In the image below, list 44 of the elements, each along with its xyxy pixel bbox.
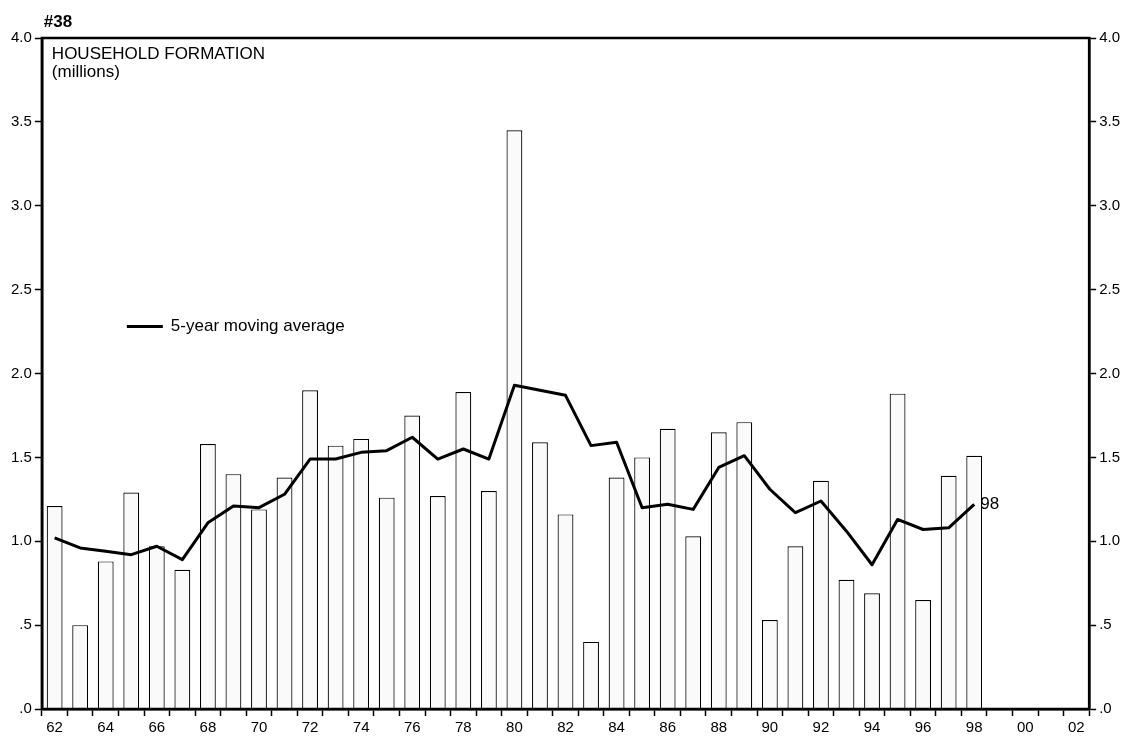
annotation: 98 (980, 494, 1000, 514)
x-tick-label: 00 (1016, 718, 1034, 736)
y-tick-label: 1.5 (10, 447, 32, 465)
x-tick-label: 74 (352, 718, 370, 736)
y-tick-label: 2.5 (10, 279, 32, 297)
x-tick-label: 64 (97, 718, 115, 736)
x-tick-label: 92 (812, 718, 830, 736)
x-tick-label: 82 (557, 718, 574, 736)
y2-tick-label: .5 (1099, 615, 1112, 633)
text: #38 (43, 12, 73, 32)
x-tick-label: 78 (454, 718, 472, 736)
y-tick-label: .0 (19, 699, 32, 717)
chart-title: HOUSEHOLD FORMATION (51, 44, 265, 64)
y2-tick-label: 1.0 (1099, 531, 1121, 549)
x-tick-label: 70 (250, 718, 268, 736)
y2-tick-label: 4.0 (1099, 28, 1121, 46)
y2-tick-label: 2.5 (1099, 279, 1121, 297)
y-tick-label: .5 (19, 615, 32, 633)
x-tick-label: 02 (1068, 718, 1085, 736)
x-tick-label: 80 (506, 718, 523, 736)
y2-tick-label: 3.0 (1099, 195, 1121, 213)
text: (millions) (51, 62, 120, 82)
x-tick-label: 90 (761, 718, 779, 736)
x-tick-label: 68 (199, 718, 217, 736)
x-tick-label: 86 (659, 718, 677, 736)
x-tick-label: 94 (863, 718, 881, 736)
y-tick-label: 1.0 (10, 531, 32, 549)
y2-tick-label: .0 (1099, 699, 1112, 717)
y-tick-label: 3.0 (10, 195, 32, 213)
x-tick-label: 76 (403, 718, 421, 736)
y-tick-label: 3.5 (10, 112, 32, 130)
x-tick-label: 96 (914, 718, 932, 736)
y2-tick-label: 3.5 (1099, 112, 1121, 130)
y-tick-label: 4.0 (10, 28, 32, 46)
y2-tick-label: 1.5 (1099, 447, 1121, 465)
y-tick-label: 2.0 (10, 363, 32, 381)
x-tick-label: 72 (301, 718, 319, 736)
legend-label: 5-year moving average (170, 316, 345, 336)
x-tick-label: 84 (608, 718, 625, 736)
x-tick-label: 66 (148, 718, 166, 736)
x-tick-label: 88 (710, 718, 728, 736)
y2-tick-label: 2.0 (1099, 363, 1121, 381)
x-tick-label: 98 (965, 718, 983, 736)
x-tick-label: 62 (46, 718, 63, 736)
